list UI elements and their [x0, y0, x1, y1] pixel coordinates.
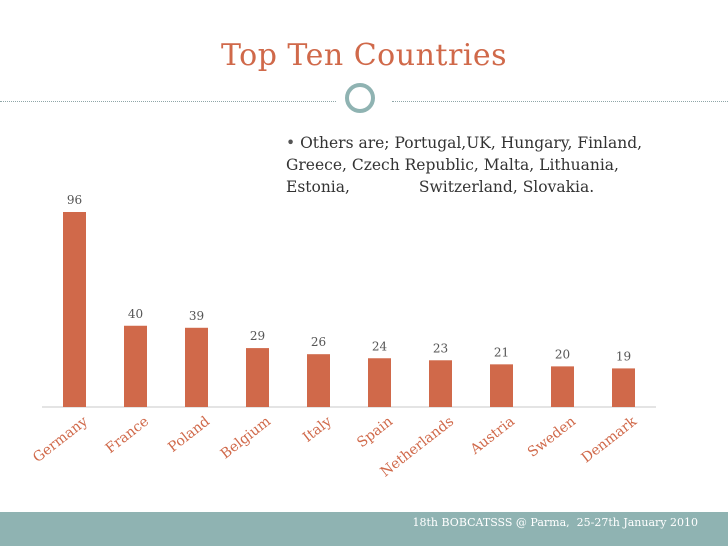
bar-chart: 96 Germany 40 France 39 Poland 29 Belgium 26 Ital…	[30, 193, 656, 480]
title-rule-right	[392, 101, 728, 102]
bar-netherlands	[429, 360, 452, 407]
footer-text: 18th BOBCATSSS @ Parma, 25-27th January …	[412, 516, 698, 529]
note-bullet: •	[286, 134, 296, 152]
footer-divider	[0, 510, 728, 512]
data-label-spain: 24	[372, 339, 388, 353]
bar-sweden	[551, 366, 574, 407]
note-line-2: Greece, Czech Republic, Malta, Lithuania…	[286, 156, 619, 174]
bar-germany	[63, 212, 86, 407]
title-rule-left	[0, 101, 336, 102]
ring-ornament-icon	[345, 83, 375, 113]
bar-belgium	[246, 348, 269, 407]
data-label-germany: 96	[67, 193, 82, 207]
tick-label-italy: Italy	[300, 413, 335, 445]
footer-bar	[0, 510, 728, 546]
tick-label-france: France	[103, 414, 152, 457]
bar-italy	[307, 354, 330, 407]
data-label-austria: 21	[494, 345, 509, 359]
note-line-3: Estonia, Switzerland, Slovakia.	[286, 178, 595, 196]
bar-denmark	[612, 368, 635, 407]
tick-label-spain: Spain	[354, 414, 396, 451]
tick-label-denmark: Denmark	[579, 413, 641, 466]
bar-poland	[185, 327, 208, 407]
data-label-italy: 26	[311, 335, 326, 349]
tick-label-sweden: Sweden	[525, 414, 579, 461]
data-label-netherlands: 23	[433, 341, 448, 355]
bar-austria	[490, 364, 513, 407]
data-label-denmark: 19	[616, 349, 631, 363]
data-label-france: 40	[128, 307, 143, 321]
tick-label-poland: Poland	[165, 414, 213, 456]
data-label-belgium: 29	[250, 329, 265, 343]
bar-spain	[368, 358, 391, 407]
bar-france	[124, 325, 147, 407]
slide-title: Top Ten Countries	[220, 38, 508, 73]
data-label-sweden: 20	[555, 347, 570, 361]
tick-label-germany: Germany	[30, 413, 91, 466]
note-line-1: Others are; Portugal,UK, Hungary, Finlan…	[295, 134, 643, 152]
tick-label-austria: Austria	[467, 414, 518, 459]
others-note: • Others are; Portugal,UK, Hungary, Finl…	[286, 132, 706, 198]
data-label-poland: 39	[189, 309, 204, 323]
tick-label-belgium: Belgium	[218, 414, 274, 463]
